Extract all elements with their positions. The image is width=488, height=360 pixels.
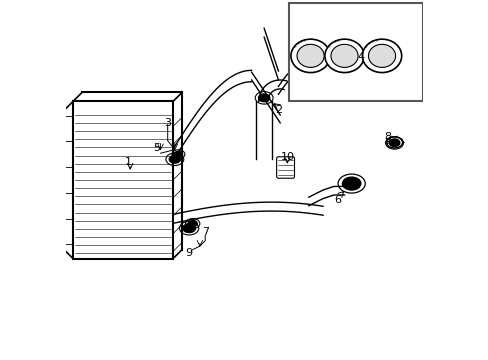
Ellipse shape	[388, 139, 399, 147]
Ellipse shape	[362, 39, 401, 73]
Ellipse shape	[330, 44, 357, 67]
Text: 3: 3	[164, 118, 171, 128]
Text: 6: 6	[333, 195, 340, 204]
FancyBboxPatch shape	[276, 157, 294, 178]
Text: 10: 10	[280, 152, 294, 162]
Text: 8: 8	[383, 132, 390, 142]
Ellipse shape	[296, 44, 324, 67]
Bar	[57, 237, 61, 249]
Text: 2: 2	[274, 105, 282, 115]
Text: 1: 1	[124, 157, 132, 167]
Ellipse shape	[183, 224, 195, 233]
Ellipse shape	[258, 94, 269, 102]
Bar	[57, 111, 61, 123]
Ellipse shape	[324, 39, 364, 73]
Text: 5: 5	[153, 143, 160, 153]
Bar	[288, 3, 422, 102]
Ellipse shape	[386, 137, 402, 148]
Ellipse shape	[188, 220, 197, 227]
Text: 4: 4	[356, 52, 364, 62]
Text: 7: 7	[201, 227, 208, 237]
Ellipse shape	[169, 155, 180, 163]
Ellipse shape	[389, 139, 399, 146]
Ellipse shape	[342, 177, 360, 190]
Ellipse shape	[290, 39, 329, 73]
Bar	[73, 102, 173, 258]
Ellipse shape	[174, 151, 183, 157]
Ellipse shape	[367, 44, 395, 67]
Text: 9: 9	[185, 248, 192, 258]
